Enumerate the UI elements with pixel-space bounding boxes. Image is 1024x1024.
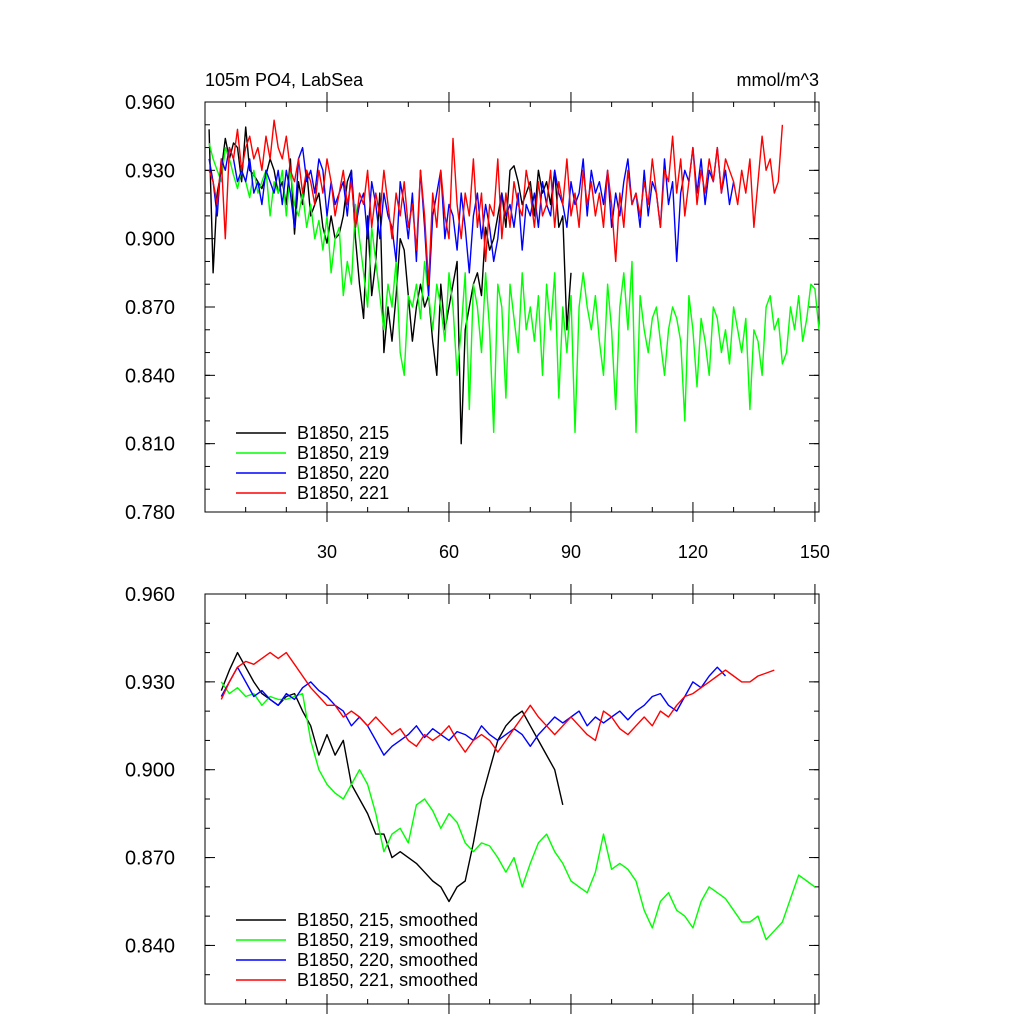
y-tick-label: 0.960 bbox=[125, 92, 175, 114]
x-tick-label: 120 bbox=[678, 542, 708, 562]
legend-label: B1850, 219 bbox=[297, 443, 389, 463]
series-line-bottom-0 bbox=[220, 651, 564, 903]
legend-label: B1850, 221, smoothed bbox=[297, 970, 478, 990]
figure-units: mmol/m^3 bbox=[737, 70, 819, 90]
y-tick-label: 0.930 bbox=[125, 160, 175, 182]
x-tick-label: 90 bbox=[561, 542, 581, 562]
series-line-bottom-1 bbox=[220, 681, 816, 941]
y-tick-label: 0.900 bbox=[125, 229, 175, 251]
legend-label: B1850, 221 bbox=[297, 483, 389, 503]
y-tick-label: 0.780 bbox=[125, 502, 175, 524]
series-line-top-2 bbox=[208, 146, 735, 297]
top-panel: 30 60 90 120 150 0.780 0.810 0.840 0.870 0.900 0.9… bbox=[125, 92, 830, 562]
y-tick-label: 0.870 bbox=[125, 848, 175, 870]
legend-label: B1850, 220 bbox=[297, 463, 389, 483]
y-tick-label: 0.960 bbox=[125, 584, 175, 606]
x-tick-label: 60 bbox=[439, 542, 459, 562]
y-tick-label: 0.840 bbox=[125, 935, 175, 957]
series-line-top-0 bbox=[208, 126, 572, 445]
figure-title: 105m PO4, LabSea bbox=[205, 70, 364, 90]
legend-label: B1850, 215, smoothed bbox=[297, 910, 478, 930]
y-tick-label: 0.900 bbox=[125, 760, 175, 782]
legend-label: B1850, 220, smoothed bbox=[297, 950, 478, 970]
x-tick-label: 150 bbox=[800, 542, 830, 562]
y-tick-label: 0.810 bbox=[125, 434, 175, 456]
y-tick-label: 0.840 bbox=[125, 365, 175, 387]
bottom-panel: 0.840 0.870 0.900 0.930 0.960 B1850, 215, smo… bbox=[125, 584, 820, 1014]
series-line-top-3 bbox=[208, 119, 784, 285]
x-tick-label: 30 bbox=[317, 542, 337, 562]
legend-label: B1850, 215 bbox=[297, 423, 389, 443]
y-tick-label: 0.930 bbox=[125, 672, 175, 694]
series-line-bottom-2 bbox=[220, 666, 727, 756]
legend-label: B1850, 219, smoothed bbox=[297, 930, 478, 950]
y-tick-label: 0.870 bbox=[125, 297, 175, 319]
series-line-bottom-3 bbox=[220, 651, 775, 753]
series-line-top-1 bbox=[208, 142, 820, 433]
